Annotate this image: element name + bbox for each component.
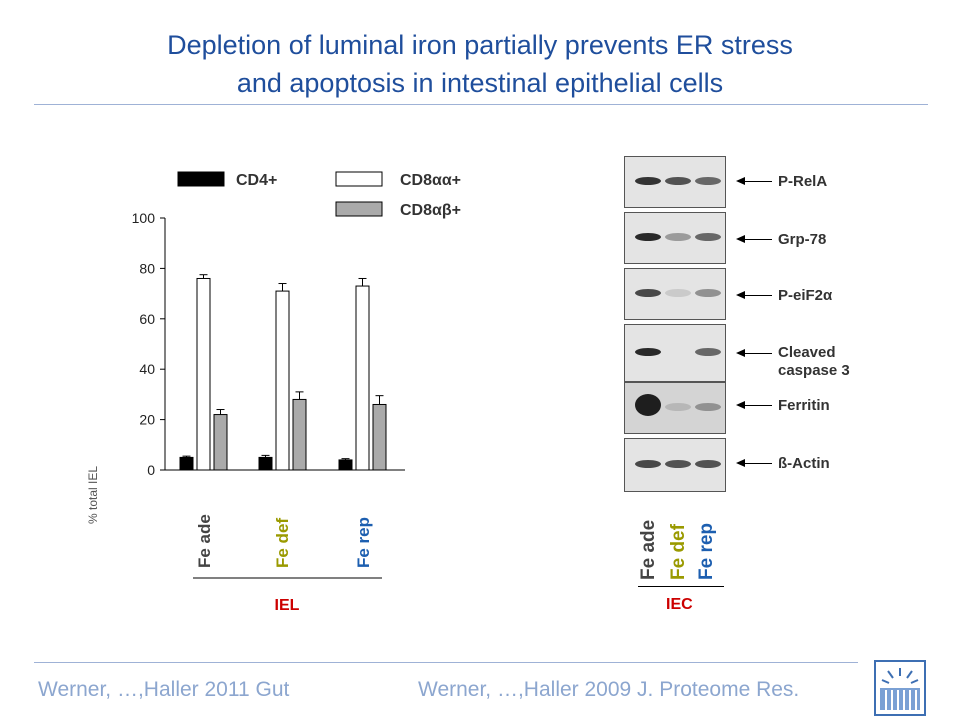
bar-0-2 xyxy=(338,459,353,471)
blot-band xyxy=(635,394,661,416)
blot-band xyxy=(695,460,721,468)
blot-band-label: P-RelA xyxy=(778,173,827,191)
blot-panel xyxy=(624,156,726,208)
legend-label: CD4+ xyxy=(236,172,277,189)
blot-band-label-line: ß-Actin xyxy=(778,455,830,472)
bar-1-0 xyxy=(196,277,211,471)
y-tick-label: 60 xyxy=(139,311,155,327)
y-tick-label: 20 xyxy=(139,412,155,428)
legend-label: CD8αβ+ xyxy=(400,202,461,219)
arrow-icon xyxy=(736,235,772,243)
blot-band xyxy=(695,403,721,411)
western-blot: P-RelA Grp-78 P-eiF2α Cleaved caspase 3 Ferri… xyxy=(600,150,920,620)
chart-legend: CD4+ CD8αα+ CD8αβ+ xyxy=(177,171,461,219)
blot-panel xyxy=(624,438,726,492)
blot-band xyxy=(665,403,691,411)
blot-band xyxy=(695,348,721,356)
bar-2-2 xyxy=(372,403,387,471)
y-tick-label: 40 xyxy=(139,361,155,377)
y-axis-label: % total IEL xyxy=(86,466,100,524)
iel-group-label: IEL xyxy=(275,597,300,614)
y-tick-label: 100 xyxy=(132,210,156,226)
x-tick-label: Fe ade xyxy=(195,514,214,568)
bar-0-0 xyxy=(179,456,194,471)
footer-citation-right: Werner, …,Haller 2009 J. Proteome Res. xyxy=(418,678,800,701)
blot-band xyxy=(665,177,691,185)
legend-label: CD8αα+ xyxy=(400,172,461,189)
institution-logo-icon xyxy=(874,660,926,716)
blot-band xyxy=(695,177,721,185)
lane-label: Fe rep xyxy=(696,522,717,580)
blot-panel xyxy=(624,212,726,264)
blot-band xyxy=(665,233,691,241)
blot-band-label-line: Grp-78 xyxy=(778,231,827,248)
bar-chart: CD4+ CD8αα+ CD8αβ+ % total IEL 0 20 40 60 80 10… xyxy=(86,171,461,614)
lane-label: Fe def xyxy=(668,524,689,580)
arrow-icon xyxy=(736,291,772,299)
blot-band xyxy=(635,289,661,297)
arrow-icon xyxy=(736,349,772,357)
bar-1-1 xyxy=(275,290,290,471)
legend-swatch xyxy=(177,171,225,187)
blot-band xyxy=(635,233,661,241)
y-tick-label: 0 xyxy=(147,462,155,478)
bar-1-2 xyxy=(355,285,370,471)
bar-0-1 xyxy=(258,456,273,471)
blot-band xyxy=(695,289,721,297)
arrow-icon xyxy=(736,401,772,409)
blot-band xyxy=(635,348,661,356)
blot-band xyxy=(665,289,691,297)
iec-group-bracket xyxy=(638,586,724,587)
blot-band-label-line: Ferritin xyxy=(778,397,830,414)
legend-swatch xyxy=(335,171,383,187)
iec-group-label: IEC xyxy=(666,596,693,613)
blot-band-label: Cleaved caspase 3 xyxy=(778,344,850,380)
footer-divider xyxy=(34,662,858,663)
blot-band-label: Ferritin xyxy=(778,397,830,415)
blot-band xyxy=(695,233,721,241)
blot-band-label-line: P-eiF2α xyxy=(778,287,833,304)
blot-band-label: ß-Actin xyxy=(778,455,830,473)
blot-band-label: P-eiF2α xyxy=(778,287,832,305)
slide-title-line-1: Depletion of luminal iron partially prev… xyxy=(167,30,793,60)
blot-band-label: Grp-78 xyxy=(778,231,826,249)
footer-citation-left: Werner, …,Haller 2011 Gut xyxy=(38,678,290,701)
blot-band xyxy=(635,460,661,468)
x-tick-label: Fe rep xyxy=(354,517,373,568)
blot-panel xyxy=(624,324,726,382)
title-divider xyxy=(34,104,928,105)
blot-band-label-line: Cleaved xyxy=(778,344,836,361)
blot-panel xyxy=(624,268,726,320)
x-tick-label: Fe def xyxy=(273,518,292,568)
bar-2-0 xyxy=(213,414,228,471)
blot-band xyxy=(665,460,691,468)
bar-2-1 xyxy=(292,398,307,471)
chart-x-labels: Fe ade Fe def Fe rep xyxy=(195,514,373,568)
blot-band-label-line: P-RelA xyxy=(778,173,828,190)
slide-title-line-2: and apoptosis in intestinal epithelial c… xyxy=(236,68,724,98)
blot-band-label-line: caspase 3 xyxy=(778,362,850,379)
y-tick-label: 80 xyxy=(139,260,155,276)
blot-band xyxy=(635,177,661,185)
arrow-icon xyxy=(736,459,772,467)
arrow-icon xyxy=(736,177,772,185)
blot-panel xyxy=(624,382,726,434)
chart-bars xyxy=(179,274,387,471)
legend-swatch xyxy=(335,201,383,217)
chart-axes: 0 20 40 60 80 100 xyxy=(132,210,405,478)
lane-label: Fe ade xyxy=(638,519,659,580)
